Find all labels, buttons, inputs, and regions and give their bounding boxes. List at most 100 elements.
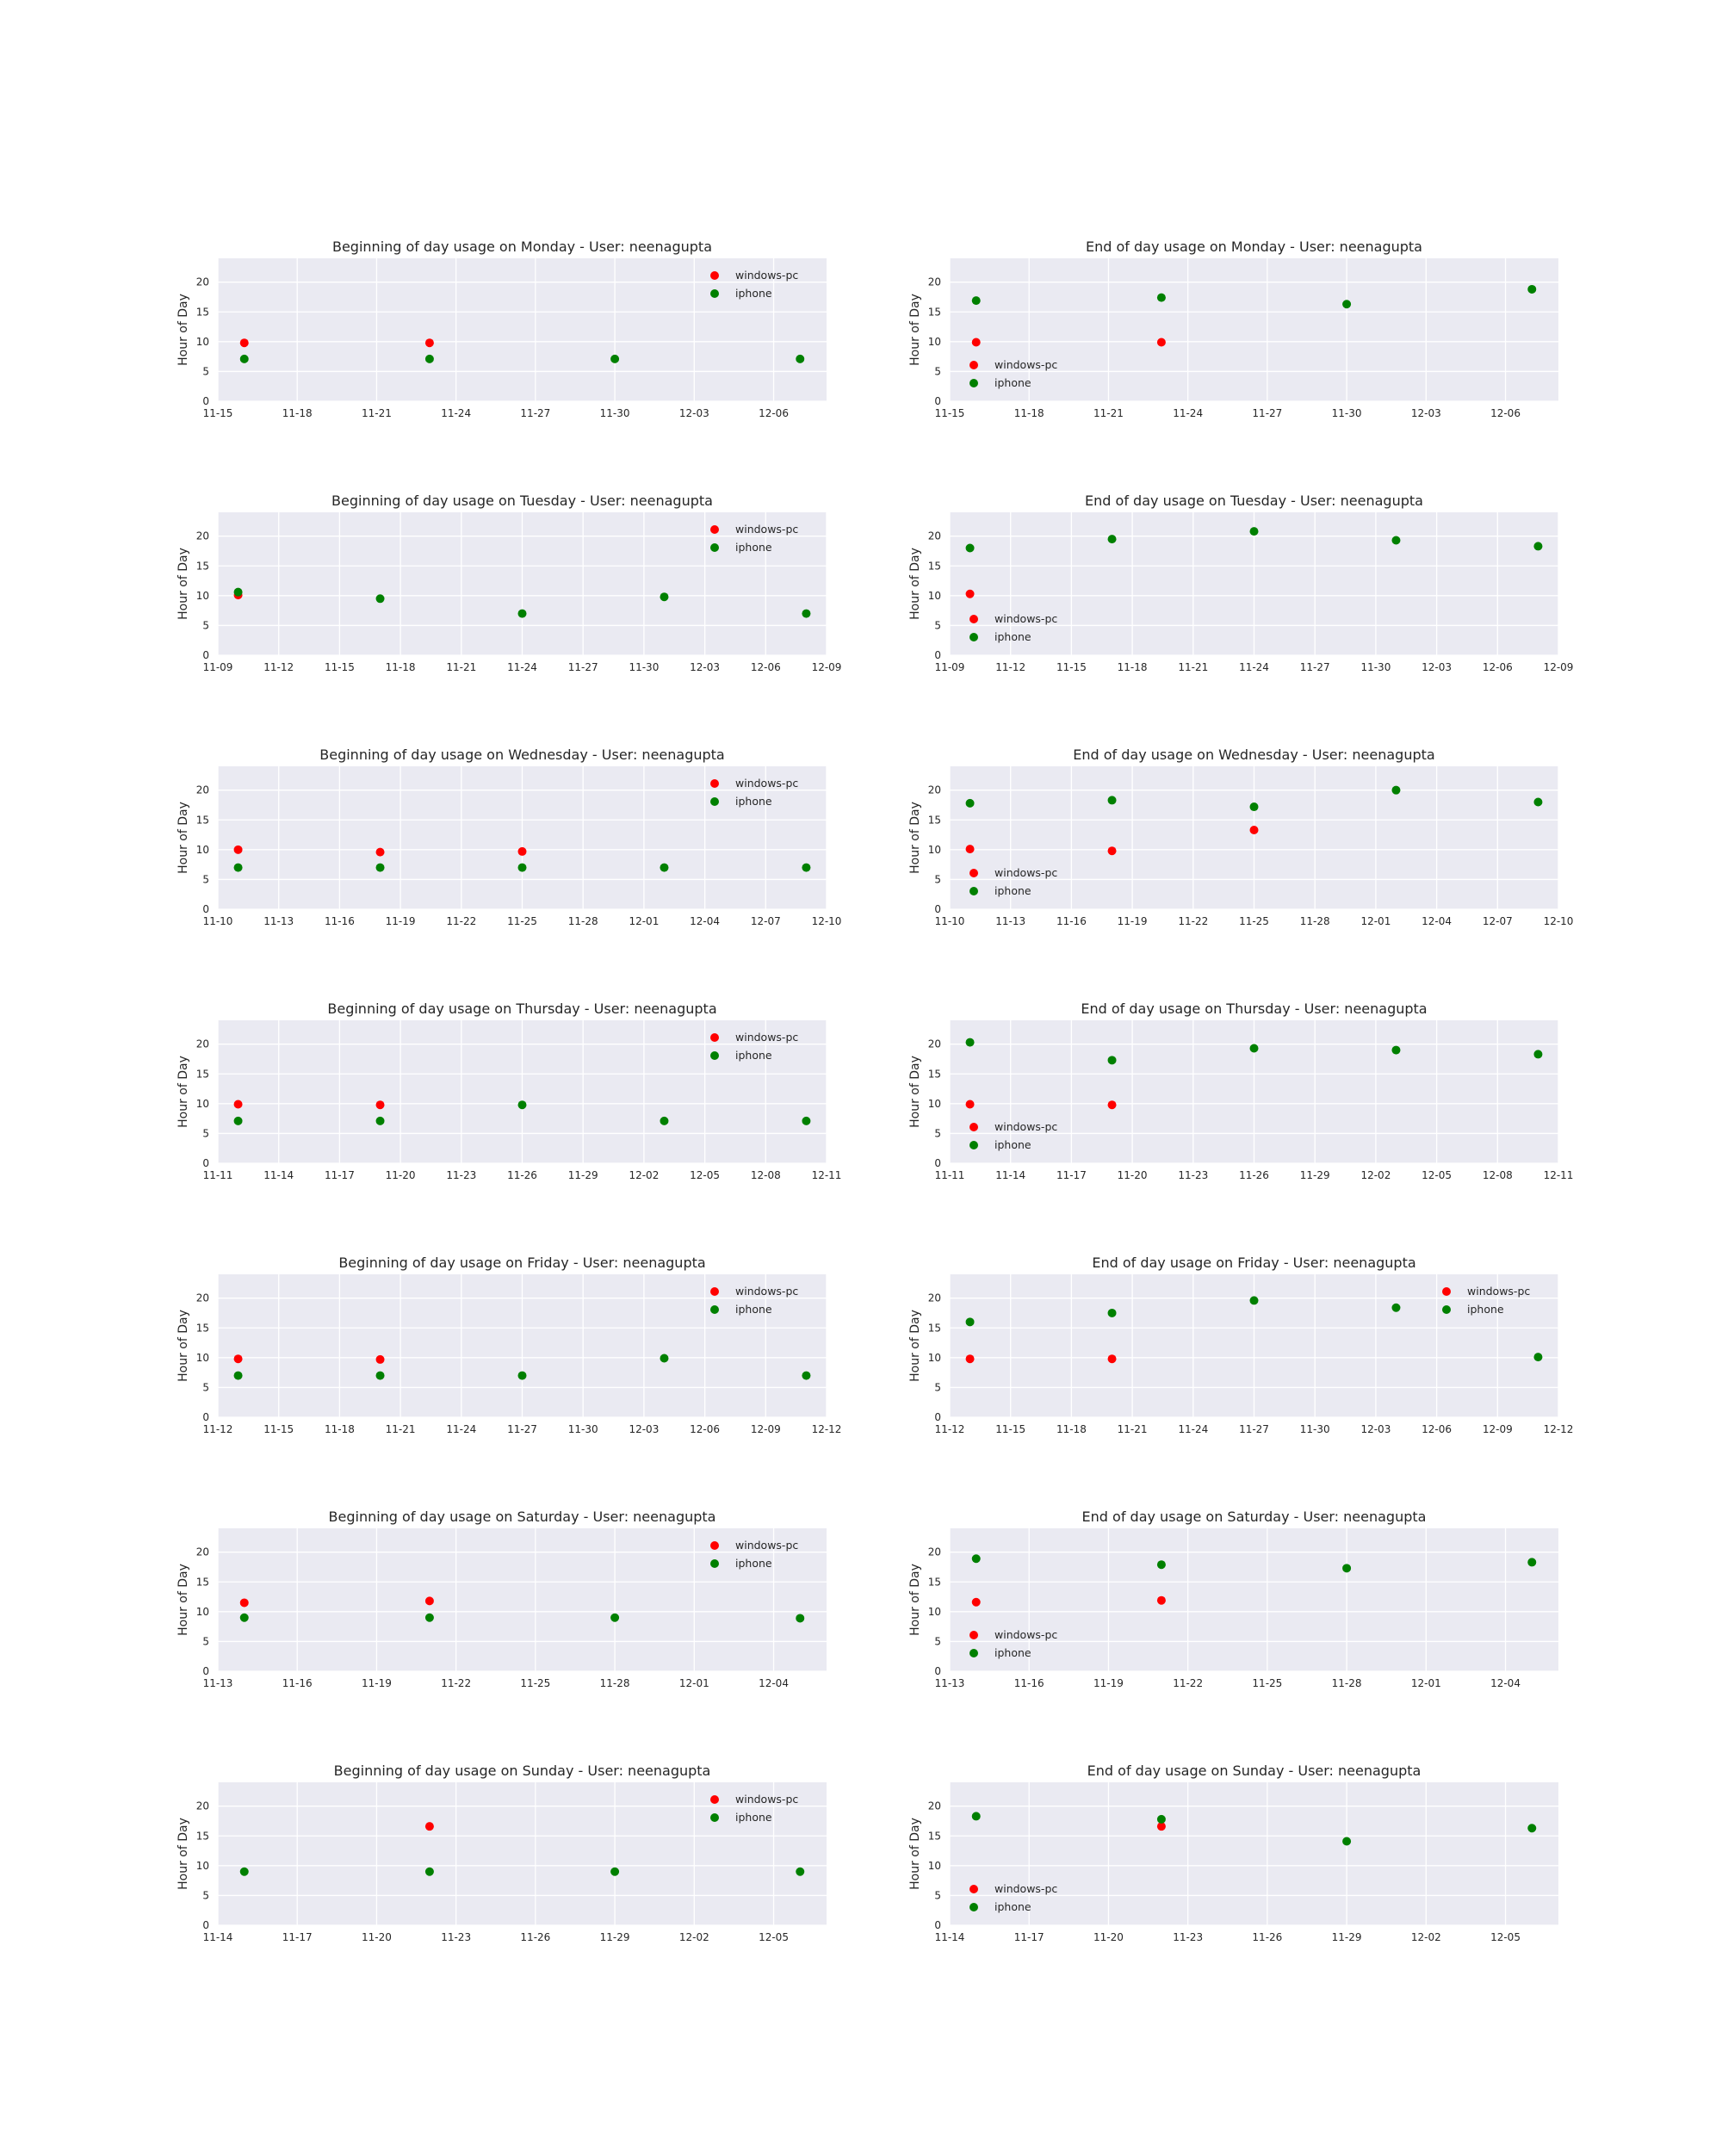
data-point-iphone	[1533, 1050, 1543, 1059]
chart-title: Beginning of day usage on Thursday - Use…	[327, 1001, 716, 1017]
legend-marker	[710, 797, 719, 806]
legend-label: iphone	[994, 376, 1031, 389]
x-tick-label: 12-08	[1483, 1169, 1513, 1181]
chart-title: Beginning of day usage on Sunday - User:…	[334, 1763, 711, 1779]
y-tick-label: 5	[202, 365, 209, 377]
legend-marker	[969, 615, 978, 623]
data-point-iphone	[1391, 785, 1401, 795]
chart-panel: 0 5 10 15 20 11-12 11-15 11-18 11-21 11-24 11-27 11…	[908, 1255, 1573, 1435]
x-tick-label: 11-20	[1093, 1931, 1124, 1943]
data-point-iphone	[965, 1317, 975, 1327]
data-point-windows-pc	[971, 1597, 981, 1607]
legend-marker	[969, 379, 978, 387]
chart-title: End of day usage on Tuesday - User: neen…	[1085, 493, 1423, 509]
data-point-windows-pc	[424, 1822, 434, 1831]
x-tick-label: 11-20	[386, 1169, 416, 1181]
x-tick-label: 11-15	[995, 1423, 1025, 1435]
legend-marker	[969, 1903, 978, 1911]
data-point-iphone	[796, 1867, 805, 1876]
data-point-iphone	[796, 354, 805, 363]
chart-panel: 0 5 10 15 20 11-10 11-13 11-16 11-19 11-22 11-25 11…	[177, 747, 841, 927]
x-tick-label: 11-28	[568, 915, 598, 927]
data-point-iphone	[1342, 1564, 1352, 1573]
legend-label: windows-pc	[994, 358, 1057, 371]
data-point-iphone	[1249, 527, 1259, 536]
y-tick-label: 5	[934, 1381, 941, 1393]
x-tick-label: 12-12	[812, 1423, 842, 1435]
x-tick-label: 11-15	[263, 1423, 294, 1435]
x-tick-label: 11-26	[520, 1931, 550, 1943]
chart-title: Beginning of day usage on Wednesday - Us…	[319, 747, 724, 763]
x-tick-label: 12-11	[812, 1169, 842, 1181]
x-tick-label: 12-09	[1544, 661, 1574, 673]
data-point-iphone	[239, 354, 249, 363]
x-tick-label: 11-18	[1014, 407, 1044, 419]
data-point-iphone	[1391, 1303, 1401, 1312]
x-tick-label: 11-29	[1300, 1169, 1330, 1181]
legend-marker	[710, 543, 719, 552]
y-axis-label: Hour of Day	[908, 1056, 922, 1128]
chart-panel: 0 5 10 15 20 11-15 11-18 11-21 11-24 11-27 11-30 12…	[177, 239, 827, 419]
x-tick-label: 12-03	[1422, 661, 1452, 673]
x-tick-label: 12-03	[629, 1423, 659, 1435]
data-point-iphone	[1391, 536, 1401, 545]
x-tick-label: 11-27	[507, 1423, 537, 1435]
y-axis-label: Hour of Day	[177, 1056, 190, 1128]
data-point-iphone	[1533, 797, 1543, 807]
legend-label: iphone	[735, 1303, 772, 1316]
y-tick-label: 20	[928, 1546, 941, 1558]
x-tick-label: 12-09	[751, 1423, 781, 1435]
x-tick-label: 11-16	[325, 915, 355, 927]
x-tick-label: 11-13	[263, 915, 294, 927]
x-tick-label: 11-30	[1360, 661, 1391, 673]
data-point-iphone	[1533, 1353, 1543, 1362]
data-point-iphone	[965, 1038, 975, 1047]
data-point-iphone	[1527, 1824, 1537, 1833]
data-point-iphone	[1107, 535, 1117, 544]
data-point-windows-pc	[965, 1100, 975, 1109]
x-tick-label: 12-04	[1422, 915, 1452, 927]
plot-area	[950, 1528, 1558, 1671]
y-tick-label: 0	[934, 903, 941, 915]
data-point-windows-pc	[424, 1596, 434, 1606]
x-tick-label: 11-09	[935, 661, 965, 673]
y-tick-label: 15	[928, 1322, 941, 1334]
legend-label: windows-pc	[735, 523, 798, 536]
data-point-iphone	[802, 1116, 811, 1125]
x-tick-label: 12-03	[1411, 407, 1441, 419]
x-tick-label: 11-27	[1252, 407, 1282, 419]
x-tick-label: 11-29	[568, 1169, 598, 1181]
y-tick-label: 0	[202, 649, 209, 661]
x-tick-label: 12-06	[1490, 407, 1521, 419]
y-tick-label: 5	[202, 873, 209, 885]
legend-marker	[710, 289, 719, 298]
legend-label: iphone	[735, 287, 772, 300]
x-tick-label: 11-22	[1178, 915, 1208, 927]
x-tick-label: 11-21	[362, 407, 392, 419]
legend-marker	[969, 1649, 978, 1657]
legend-label: windows-pc	[735, 1031, 798, 1044]
x-tick-label: 12-09	[1483, 1423, 1513, 1435]
y-axis-label: Hour of Day	[908, 294, 922, 366]
data-point-windows-pc	[375, 1354, 385, 1364]
chart-panel: 0 5 10 15 20 11-14 11-17 11-20 11-23 11-26 11-29 12…	[908, 1763, 1558, 1943]
data-point-windows-pc	[233, 1354, 243, 1364]
x-tick-label: 11-11	[203, 1169, 233, 1181]
data-point-iphone	[233, 863, 243, 872]
y-tick-label: 20	[196, 784, 209, 796]
x-tick-label: 12-06	[1422, 1423, 1452, 1435]
x-tick-label: 12-05	[1422, 1169, 1452, 1181]
x-tick-label: 11-24	[1178, 1423, 1208, 1435]
x-tick-label: 11-13	[203, 1677, 233, 1689]
y-tick-label: 20	[196, 1038, 209, 1050]
data-point-windows-pc	[424, 338, 434, 348]
y-tick-label: 20	[928, 1292, 941, 1304]
y-tick-label: 10	[196, 590, 209, 602]
data-point-iphone	[517, 1371, 527, 1380]
legend-marker	[1442, 1287, 1451, 1296]
x-tick-label: 11-16	[282, 1677, 313, 1689]
y-tick-label: 5	[934, 619, 941, 631]
data-point-windows-pc	[517, 846, 527, 856]
y-tick-label: 0	[934, 395, 941, 407]
y-tick-label: 15	[928, 306, 941, 318]
